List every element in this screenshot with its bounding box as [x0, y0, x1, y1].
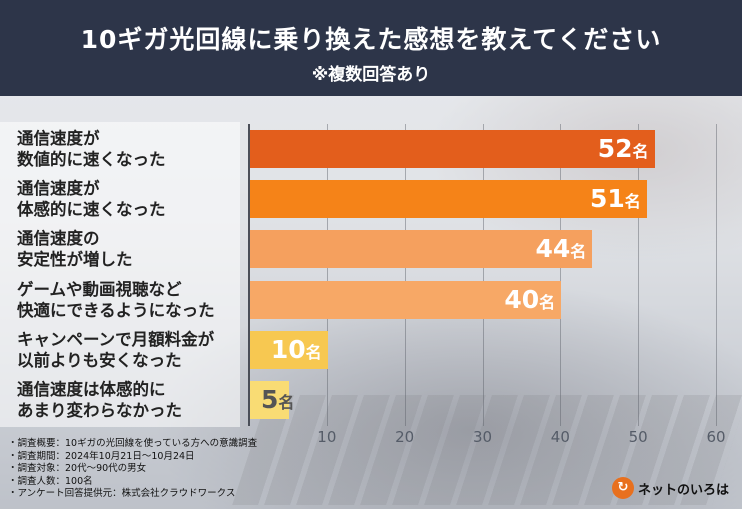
category-label-line: 通信速度は体感的に — [17, 380, 166, 399]
data-label: 5名 — [261, 381, 294, 422]
net-iroha-logo-icon: ↻ — [612, 477, 634, 499]
data-label-value: 52 — [597, 134, 633, 163]
gridline — [482, 124, 484, 426]
category-label-line: 以前よりも安くなった — [17, 350, 182, 370]
data-label: 51名 — [590, 180, 641, 221]
data-label-unit: 名 — [539, 292, 556, 312]
bar — [250, 130, 655, 168]
data-label: 40名 — [504, 281, 555, 322]
brand-name: ネットのいろは — [638, 482, 730, 498]
data-label-value: 10 — [270, 334, 306, 364]
data-label-unit: 名 — [570, 242, 587, 262]
data-label: 10名 — [271, 331, 322, 372]
category-label-line: 安定性が増した — [17, 250, 133, 270]
category-label-line: 通信速度が — [17, 179, 100, 199]
x-tick-label: 50 — [628, 428, 648, 446]
header: 10ギガ光回線に乗り換えた感想を教えてください ※複数回答あり — [0, 0, 742, 96]
survey-notes: ・調査概要：10ギガの光回線を使っている方への意識調査 ・調査期間：2024年1… — [8, 438, 428, 501]
category-label-line: 体感的に速くなった — [17, 200, 166, 220]
chart-title: 10ギガ光回線に乗り換えた感想を教えてください — [80, 25, 662, 54]
category-label: ゲームや動画視聴など 快適にできるようになった — [17, 279, 247, 321]
category-label-line: ゲームや動画視聴など — [17, 279, 182, 299]
data-label: 44名 — [535, 230, 586, 271]
data-label-value: 5 — [260, 385, 279, 414]
gridline — [326, 124, 328, 426]
gridline — [716, 124, 717, 426]
x-tick-label: 40 — [550, 428, 570, 446]
brand-logo: ↻ ネットのいろは — [612, 476, 729, 500]
category-label-line: キャンペーンで月額料金が — [17, 329, 215, 349]
chart-subtitle: ※複数回答あり — [311, 65, 431, 85]
gridline — [560, 124, 562, 426]
category-label-line: 通信速度の — [17, 229, 100, 249]
x-tick-label: 30 — [472, 428, 493, 446]
category-label: 通信速度は体感的に あまり変わらなかった — [17, 379, 247, 421]
bar — [250, 230, 593, 269]
y-axis-line — [248, 124, 250, 426]
x-tick-label: 60 — [706, 428, 726, 446]
gridline — [638, 124, 640, 426]
category-label-line: 通信速度が — [17, 129, 100, 148]
category-label: 通信速度が数値的に速くなった — [17, 128, 247, 170]
data-label-unit: 名 — [632, 142, 649, 161]
category-label-column — [0, 122, 240, 427]
note-line: ・調査概要：10ギガの光回線を使っている方への意識調査 — [8, 438, 258, 449]
bar — [250, 180, 647, 219]
data-label-unit: 名 — [278, 393, 295, 412]
data-label-value: 44 — [535, 234, 571, 264]
category-label: 通信速度の 安定性が増した — [17, 228, 247, 270]
category-label-line: 数値的に速くなった — [17, 150, 166, 169]
bar — [250, 330, 328, 369]
category-label-line: 快適にできるようになった — [17, 300, 215, 320]
gridline — [404, 124, 406, 426]
x-tick-label: 10 — [317, 428, 337, 446]
note-line: ・調査対象：20代〜90代の男女 — [8, 463, 147, 475]
data-label-value: 40 — [504, 284, 540, 314]
category-label: 通信速度が 体感的に速くなった — [17, 178, 247, 220]
note-line: ・調査期間：2024年10月21日〜10月24日 — [8, 450, 195, 462]
note-line: ・調査人数：100名 — [8, 475, 93, 487]
bar — [250, 381, 289, 419]
data-label-value: 51 — [589, 184, 625, 214]
data-label-unit: 名 — [624, 192, 641, 212]
x-tick-label: 20 — [395, 428, 415, 446]
category-label: キャンペーンで月額料金が 以前よりも安くなった — [17, 329, 247, 371]
data-label: 52名 — [598, 130, 649, 171]
category-label-line: あまり変わらなかった — [17, 401, 182, 420]
bar — [250, 280, 562, 319]
data-label-unit: 名 — [305, 342, 322, 362]
note-line: ・アンケート回答提供元：株式会社クラウドワークス — [8, 488, 236, 500]
